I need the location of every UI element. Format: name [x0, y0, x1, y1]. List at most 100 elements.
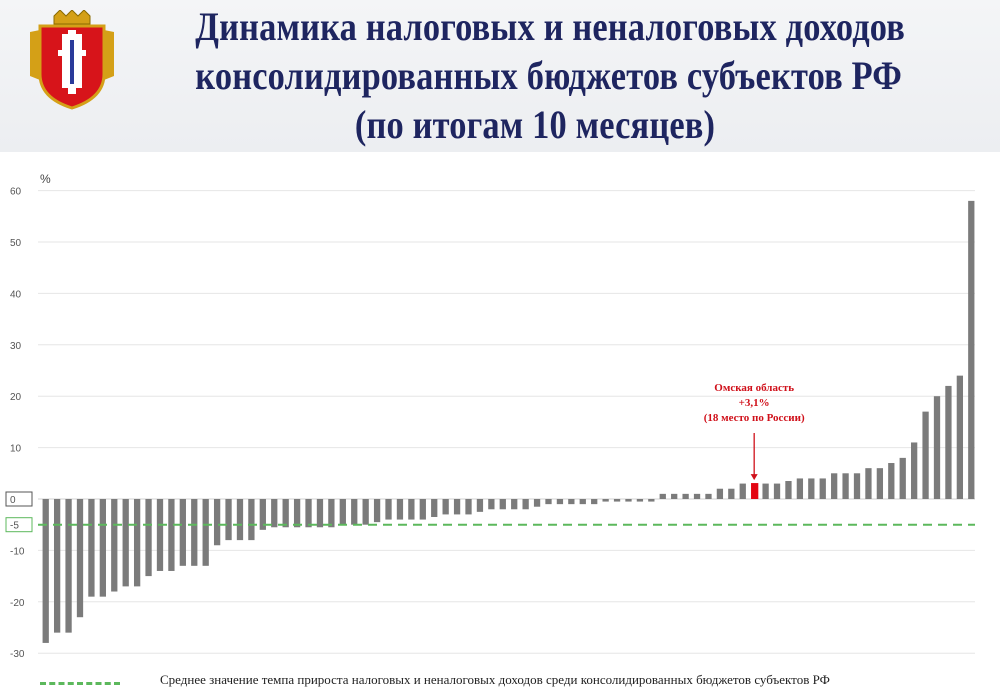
grid-lines [38, 190, 975, 654]
bar [773, 483, 781, 499]
highlighted-bar [751, 483, 759, 499]
bar [453, 499, 461, 515]
bar [88, 499, 95, 597]
bar [99, 499, 106, 597]
bar [865, 468, 872, 499]
bar [179, 499, 186, 566]
bar [739, 483, 746, 499]
bar [213, 499, 221, 546]
bar [545, 499, 552, 505]
bar [488, 499, 495, 510]
bar [156, 499, 164, 571]
bar [625, 499, 632, 502]
bar [111, 499, 118, 592]
bar [831, 473, 838, 499]
y-tick-label: 0 [10, 495, 16, 506]
bar [476, 499, 484, 512]
bar [305, 499, 312, 528]
bar [499, 499, 506, 510]
bar [202, 499, 209, 566]
bar [385, 499, 392, 520]
bar [659, 493, 666, 499]
bar [819, 478, 826, 499]
y-tick-label: -5 [10, 521, 19, 532]
bar [351, 499, 358, 525]
bar [956, 375, 964, 499]
legend-dash-icon [40, 682, 120, 685]
bar [511, 499, 518, 510]
bar [145, 499, 152, 577]
bar [65, 499, 72, 633]
bar [419, 499, 426, 520]
bar [716, 488, 724, 499]
y-tick-label: 60 [10, 187, 22, 198]
bar [42, 499, 49, 643]
bar [122, 499, 129, 587]
bar [876, 468, 884, 499]
page-title: Динамика налоговых и неналоговых доходов… [140, 2, 930, 149]
bar [808, 478, 815, 499]
bar [133, 499, 141, 587]
bar [282, 499, 289, 528]
y-tick-label: -30 [10, 649, 25, 660]
bar [522, 499, 529, 510]
y-axis-label: % [40, 172, 51, 186]
omsk-region-coat-of-arms-icon [30, 10, 114, 110]
bar [408, 499, 415, 520]
bar [648, 499, 655, 502]
bar [888, 463, 895, 499]
bar [168, 499, 175, 571]
bar [271, 499, 278, 528]
annotation: Омская область +3,1% (18 место по России) [704, 382, 805, 481]
bar [602, 499, 609, 502]
bar [568, 499, 575, 505]
bar [396, 499, 404, 520]
bar [933, 396, 941, 499]
bar [796, 478, 804, 499]
y-tick-label: 40 [10, 289, 22, 300]
bar [636, 499, 644, 502]
bar [579, 499, 586, 505]
y-tick-labels: 60 50 40 30 20 10 0 -5 -10 -20 -30 [5, 187, 33, 660]
bar [465, 499, 472, 515]
bar [533, 499, 541, 507]
y-tick-label: 10 [10, 444, 22, 455]
legend-text: Среднее значение темпа прироста налоговы… [160, 672, 830, 687]
bar [431, 499, 438, 517]
bar [693, 493, 701, 499]
bar [259, 499, 266, 530]
bar [968, 200, 975, 499]
bar [922, 411, 929, 499]
bar [53, 499, 61, 633]
bar [591, 499, 598, 505]
annotation-line-3: (18 место по России) [704, 412, 805, 424]
legend: Среднее значение темпа прироста налоговы… [40, 672, 990, 692]
y-tick-label: 20 [10, 392, 22, 403]
bar [853, 473, 861, 499]
bar [671, 493, 678, 499]
title-line-1: Динамика налоговых и неналоговых доходов [195, 4, 906, 49]
bar [728, 488, 735, 499]
bar [248, 499, 255, 541]
bar [899, 457, 906, 499]
y-tick-label: -20 [10, 598, 25, 609]
annotation-line-1: Омская область [714, 382, 794, 394]
bar [762, 483, 769, 499]
bar [76, 499, 84, 618]
annotation-arrow-head [750, 474, 758, 481]
bar [373, 499, 381, 523]
bar [556, 499, 564, 505]
bar [225, 499, 232, 541]
bar [705, 493, 712, 499]
bar [682, 493, 689, 499]
bar [328, 499, 335, 528]
bar [613, 499, 621, 502]
bar [442, 499, 449, 515]
bar [339, 499, 346, 525]
bar [236, 499, 244, 541]
bar [842, 473, 849, 499]
y-tick-label: 50 [10, 238, 22, 249]
header: Динамика налоговых и неналоговых доходов… [0, 0, 1000, 152]
bar-chart: 60 50 40 30 20 10 0 -5 -10 -20 -30 Омская область +… [5, 172, 975, 660]
y-tick-box [5, 517, 33, 533]
